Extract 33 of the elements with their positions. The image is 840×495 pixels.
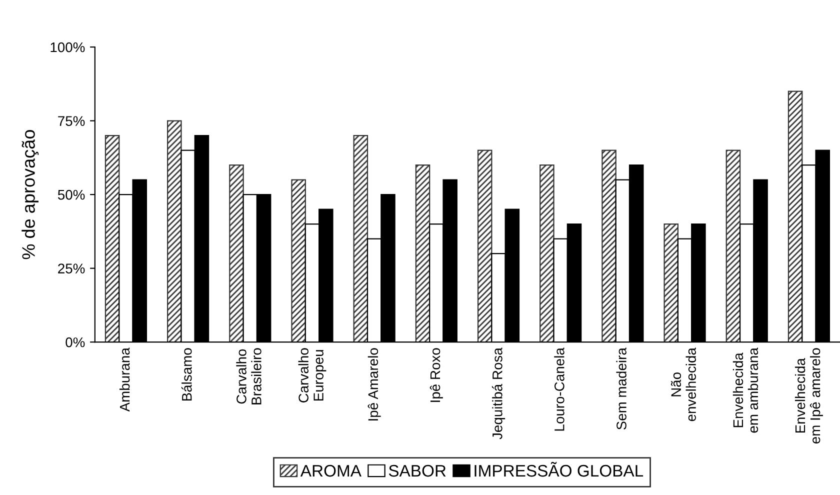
- bar: [540, 164, 554, 342]
- bar: [726, 150, 741, 342]
- x-tick-label: Ipê Amarelo: [368, 348, 381, 420]
- x-tick-label: Bálsamo: [181, 348, 192, 400]
- x-tick-label: Envelhecida em Ipê amarelo: [794, 348, 823, 444]
- y-tick-label: 0%: [66, 337, 85, 348]
- legend-label: SABOR: [388, 464, 446, 477]
- bar: [291, 179, 306, 342]
- bar: [353, 134, 368, 342]
- y-axis-title: % de aprovação: [22, 130, 39, 260]
- y-tick-label: 75%: [58, 116, 85, 126]
- y-tick-label: 100%: [50, 42, 85, 52]
- bar: [477, 150, 492, 342]
- legend-label: IMPRESSÃO GLOBAL: [474, 462, 644, 477]
- legend-label: AROMA: [300, 464, 362, 477]
- x-tick-label: Envelhecida em amburana: [732, 348, 758, 433]
- bar: [788, 90, 803, 342]
- x-tick-label: Carvalho Europeu: [298, 348, 326, 402]
- bar: [602, 150, 616, 342]
- y-tick-label: 25%: [58, 264, 85, 274]
- bar: [104, 134, 120, 342]
- x-tick-label: Não envelhecida: [670, 348, 696, 422]
- x-tick-label: Jequitibá Rosa: [492, 348, 506, 440]
- x-tick-label: Carvalho Brasileiro: [236, 348, 262, 404]
- bar: [664, 223, 678, 342]
- x-tick-label: Ipê Roxo: [430, 348, 443, 402]
- x-tick-label: Sem madeira: [616, 348, 626, 430]
- x-tick-label: Amburana: [119, 348, 130, 412]
- y-tick-label: 50%: [58, 190, 85, 200]
- x-tick-label: Louro-Canela: [554, 348, 564, 431]
- bar: [167, 120, 182, 342]
- bar: [229, 164, 244, 342]
- bar: [415, 164, 430, 342]
